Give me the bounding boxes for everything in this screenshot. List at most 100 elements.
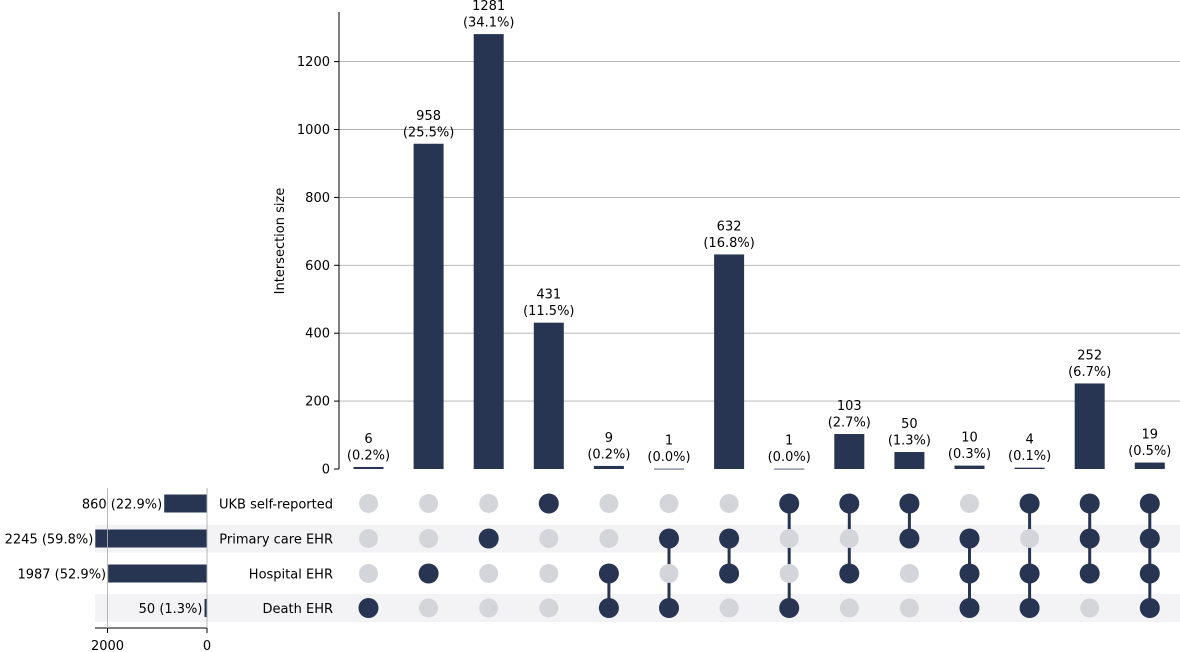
set-name-label: Death EHR (263, 602, 333, 617)
membership-dot-inactive (839, 598, 859, 618)
set-axis-tick-label: 0 (203, 639, 211, 652)
membership-dot-inactive (1020, 529, 1040, 548)
bar-value-label: 252 (6.7%) (1068, 348, 1111, 380)
set-size-label: 860 (22.9%) (82, 498, 162, 513)
membership-dot-active (598, 598, 619, 618)
membership-dot-active (959, 598, 980, 618)
intersection-bar (1014, 467, 1045, 469)
membership-dot-inactive (719, 494, 739, 513)
membership-dot-inactive (359, 529, 378, 548)
membership-dot-active (659, 528, 679, 549)
membership-dot-inactive (479, 598, 499, 618)
membership-dot-active (358, 598, 379, 618)
y-tick-label: 600 (305, 259, 330, 274)
membership-dot-inactive (659, 564, 679, 583)
set-name-label: Hospital EHR (249, 568, 333, 583)
membership-dot-active (538, 493, 559, 514)
y-tick-label: 400 (305, 327, 330, 342)
membership-dot-active (1019, 493, 1040, 514)
membership-dot-inactive (839, 529, 859, 548)
membership-dot-inactive (659, 494, 679, 513)
membership-dot-active (598, 563, 619, 584)
membership-dot-active (899, 528, 920, 549)
membership-dot-active (659, 598, 679, 618)
row-shade-1 (95, 524, 1180, 553)
membership-dot-inactive (359, 564, 378, 583)
intersection-bar (413, 143, 444, 469)
y-gridlines (339, 61, 1180, 402)
membership-dot-active (1019, 563, 1040, 584)
bar-value-label: 9 (0.2%) (587, 431, 630, 463)
set-size-label: 50 (1.3%) (139, 602, 203, 617)
bar-value-label: 958 (25.5%) (403, 109, 454, 141)
bar-value-label: 1 (0.0%) (647, 434, 690, 466)
intersection-bar (1134, 462, 1165, 469)
intersection-bar (894, 452, 925, 469)
membership-dot-active (779, 493, 800, 514)
intersection-bar (954, 465, 985, 469)
membership-dot-inactive (1080, 598, 1100, 618)
set-size-label: 2245 (59.8%) (5, 533, 94, 548)
membership-dot-inactive (899, 598, 919, 618)
intersection-bar (654, 468, 684, 470)
bar-value-label: 10 (0.3%) (948, 431, 991, 463)
intersection-bar-labels: 6 (0.2%) 958 (25.5%) 1281 (34.1%) 431 (11.5%) 9(… (347, 0, 1171, 465)
y-axis: 0 200 400 600 800 1000 1200 (297, 12, 340, 478)
intersection-bar (834, 434, 865, 469)
intersection-bar (533, 322, 564, 469)
membership-matrix (358, 493, 1160, 618)
membership-dot-active (719, 528, 740, 549)
membership-dot-active (478, 528, 499, 549)
membership-dot-active (959, 563, 980, 584)
membership-dot-active (839, 563, 860, 584)
membership-dot-inactive (960, 494, 979, 513)
intersection-bar (774, 468, 805, 470)
membership-dot-inactive (479, 564, 499, 583)
bar-value-label: 1 (0.0%) (768, 434, 811, 466)
membership-dot-inactive (779, 564, 799, 583)
membership-dot-active (1139, 598, 1160, 618)
y-tick-label: 1000 (297, 123, 330, 138)
membership-dot-active (1139, 528, 1160, 549)
set-name-label: UKB self-reported (219, 498, 333, 513)
membership-dot-inactive (359, 494, 378, 513)
membership-dot-active (899, 493, 920, 514)
bar-value-label: 103 (2.7%) (828, 399, 871, 431)
membership-dot-active (719, 563, 740, 584)
intersection-bar (353, 466, 384, 469)
membership-dot-inactive (539, 529, 559, 548)
membership-dot-active (1079, 493, 1100, 514)
intersection-bars (353, 34, 1165, 470)
bar-value-label: 19 (0.5%) (1128, 428, 1171, 460)
y-tick-label: 200 (305, 395, 330, 410)
membership-dot-active (839, 493, 860, 514)
intersection-bar (1074, 383, 1105, 469)
membership-dot-active (1139, 493, 1160, 514)
y-tick-label: 1200 (297, 55, 330, 70)
bar-value-label: 632 (16.8%) (703, 219, 754, 251)
membership-dot-active (1079, 528, 1100, 549)
membership-dot-inactive (899, 564, 919, 583)
set-size-bar (95, 529, 207, 548)
bar-value-label: 6 (0.2%) (347, 432, 390, 464)
membership-dot-inactive (419, 529, 439, 548)
membership-dot-inactive (479, 494, 499, 513)
intersection-bar (714, 254, 745, 469)
set-size-label: 1987 (52.9%) (17, 568, 106, 583)
membership-dot-active (1079, 563, 1100, 584)
bar-value-label: 50 (1.3%) (888, 417, 931, 449)
matrix-row-shades (95, 524, 1180, 622)
y-axis-label: Intersection size (273, 188, 288, 295)
bar-value-label: 1281 (34.1%) (463, 0, 514, 31)
membership-dot-inactive (779, 529, 799, 548)
set-size-bar (204, 599, 207, 617)
membership-dot-inactive (419, 494, 439, 513)
set-size-bar (108, 564, 207, 583)
y-tick-label: 800 (305, 191, 330, 206)
set-name-labels: UKB self-reported Primary care EHR Hospita… (219, 498, 333, 618)
intersection-bar (473, 34, 504, 470)
membership-dot-active (418, 563, 439, 584)
membership-dot-active (779, 598, 800, 618)
membership-dot-inactive (419, 598, 439, 618)
